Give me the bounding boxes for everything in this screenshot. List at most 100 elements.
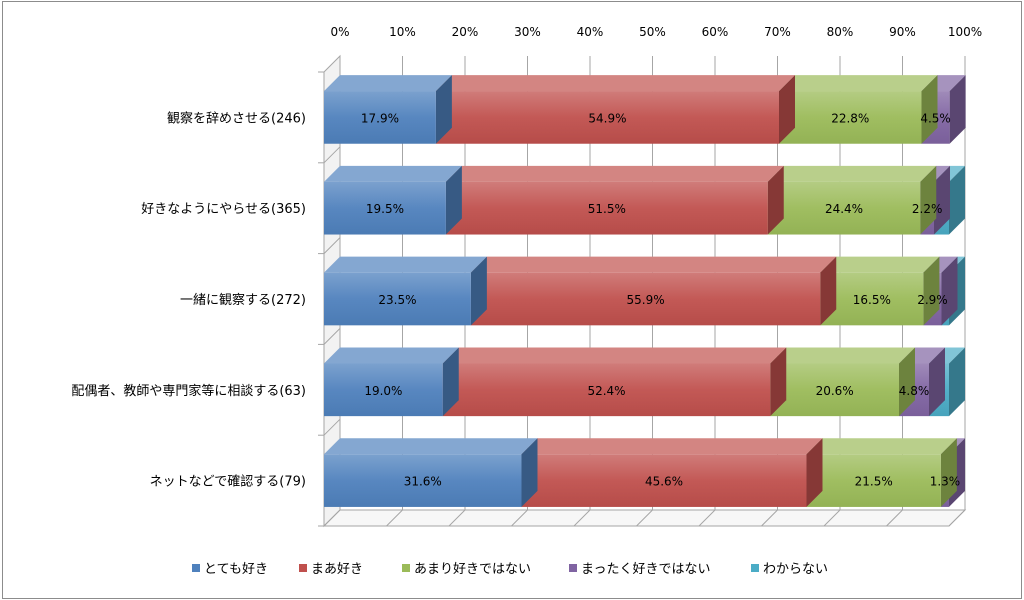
bar-side-face — [949, 165, 965, 235]
data-label: 19.5% — [366, 202, 404, 216]
bar-side-face — [929, 347, 945, 417]
bar-top-face — [324, 256, 487, 273]
side-gridline — [323, 328, 341, 345]
floor-gridline — [948, 509, 966, 527]
bar-segment — [445, 181, 768, 235]
bar-side-face — [949, 347, 965, 417]
bar-side-face — [920, 165, 937, 235]
bar-segment — [324, 454, 522, 507]
bar-segment — [779, 91, 922, 144]
bar-segment — [324, 363, 443, 417]
bar-top-face — [470, 256, 837, 273]
x-tick-label: 10% — [389, 25, 416, 39]
floor-gridline — [823, 509, 841, 527]
x-tick-label: 80% — [827, 25, 854, 39]
legend-swatch — [192, 564, 200, 572]
x-tick-label: 0% — [330, 25, 349, 39]
x-tick-label: 50% — [639, 25, 666, 39]
x-tick-label: 30% — [514, 25, 541, 39]
legend-swatch — [299, 564, 307, 572]
bar-top-face — [324, 438, 538, 455]
bar-side-face — [940, 438, 957, 507]
data-label: 16.5% — [853, 293, 891, 307]
data-label: 1.3% — [930, 475, 961, 489]
data-label: 55.9% — [627, 293, 665, 307]
floor-gridline — [886, 509, 903, 527]
data-label: 2.9% — [917, 293, 948, 307]
bar-side-face — [767, 165, 784, 235]
bar-side-face — [470, 256, 487, 326]
legend-swatch — [569, 564, 577, 572]
bar-segment — [435, 91, 779, 144]
x-tick-label: 20% — [452, 25, 479, 39]
bar-top-face — [779, 75, 938, 92]
data-label: 51.5% — [588, 202, 626, 216]
bar-segment — [767, 181, 921, 235]
floor-gridline — [511, 509, 528, 527]
data-label: 4.8% — [899, 384, 930, 398]
data-label: 20.6% — [816, 384, 854, 398]
category-label: 観察を辞めさせる(246) — [167, 111, 306, 126]
bar-top-face — [770, 347, 915, 364]
bar-side-face — [806, 438, 823, 507]
bar-top-face — [442, 347, 787, 364]
bar-segment — [806, 454, 941, 507]
legend-swatch — [751, 564, 759, 572]
x-tick-label: 60% — [702, 25, 729, 39]
bar-top-face — [324, 75, 452, 92]
bar-segment — [324, 272, 471, 326]
legend-label: あまり好きではない — [414, 562, 531, 577]
category-label: 一緒に観察する(272) — [180, 293, 306, 308]
bar-side-face — [949, 75, 966, 144]
data-label: 24.4% — [825, 202, 863, 216]
category-label: ネットなどで確認する(79) — [150, 474, 306, 490]
side-gridline — [323, 146, 341, 164]
floor-gridline — [761, 509, 778, 527]
bar-side-face — [779, 75, 795, 144]
data-label: 23.5% — [378, 293, 416, 307]
bar-top-face — [445, 165, 784, 182]
bar-side-face — [921, 75, 938, 144]
bar-segment — [820, 272, 924, 326]
data-label: 4.5% — [920, 111, 951, 125]
bar-segment — [324, 181, 446, 235]
bar-side-face — [442, 347, 459, 417]
category-label: 配偶者、教師や専門家等に相談する(63) — [71, 383, 306, 399]
side-gridline — [323, 237, 341, 254]
bar-side-face — [435, 75, 452, 144]
bar-top-face — [521, 438, 823, 455]
bar-side-face — [820, 256, 837, 326]
bar-side-face — [899, 347, 915, 417]
bar-top-face — [767, 165, 937, 182]
bar-segment — [770, 363, 899, 417]
bar-top-face — [435, 75, 795, 92]
bar-top-face — [324, 165, 462, 182]
floor-gridline — [698, 509, 716, 527]
x-tick-label: 70% — [764, 25, 791, 39]
x-tick-label: 40% — [577, 25, 604, 39]
data-label: 21.5% — [855, 475, 893, 489]
bar-top-face — [324, 347, 459, 364]
bar-segment — [324, 91, 436, 144]
floor-gridline — [386, 509, 403, 527]
floor-gridline — [636, 509, 653, 527]
legend-swatch — [402, 564, 410, 572]
category-label: 好きなようにやらせる(365) — [141, 202, 306, 217]
legend-label: まったく好きではない — [581, 562, 710, 577]
x-tick-label: 90% — [889, 25, 916, 39]
bar-side-face — [770, 347, 787, 417]
x-tick-label: 100% — [948, 25, 982, 39]
floor-gridline — [448, 509, 466, 527]
data-label: 17.9% — [361, 111, 399, 125]
legend-label: とても好き — [204, 562, 268, 577]
floor-gridline — [323, 509, 341, 527]
data-label: 2.2% — [912, 202, 943, 216]
data-label: 19.0% — [364, 384, 402, 398]
bar-top-face — [806, 438, 957, 455]
bar-side-face — [923, 256, 940, 326]
legend-label: わからない — [763, 562, 828, 577]
data-label: 31.6% — [404, 475, 442, 489]
data-label: 52.4% — [587, 384, 625, 398]
bar-side-face — [934, 165, 950, 235]
